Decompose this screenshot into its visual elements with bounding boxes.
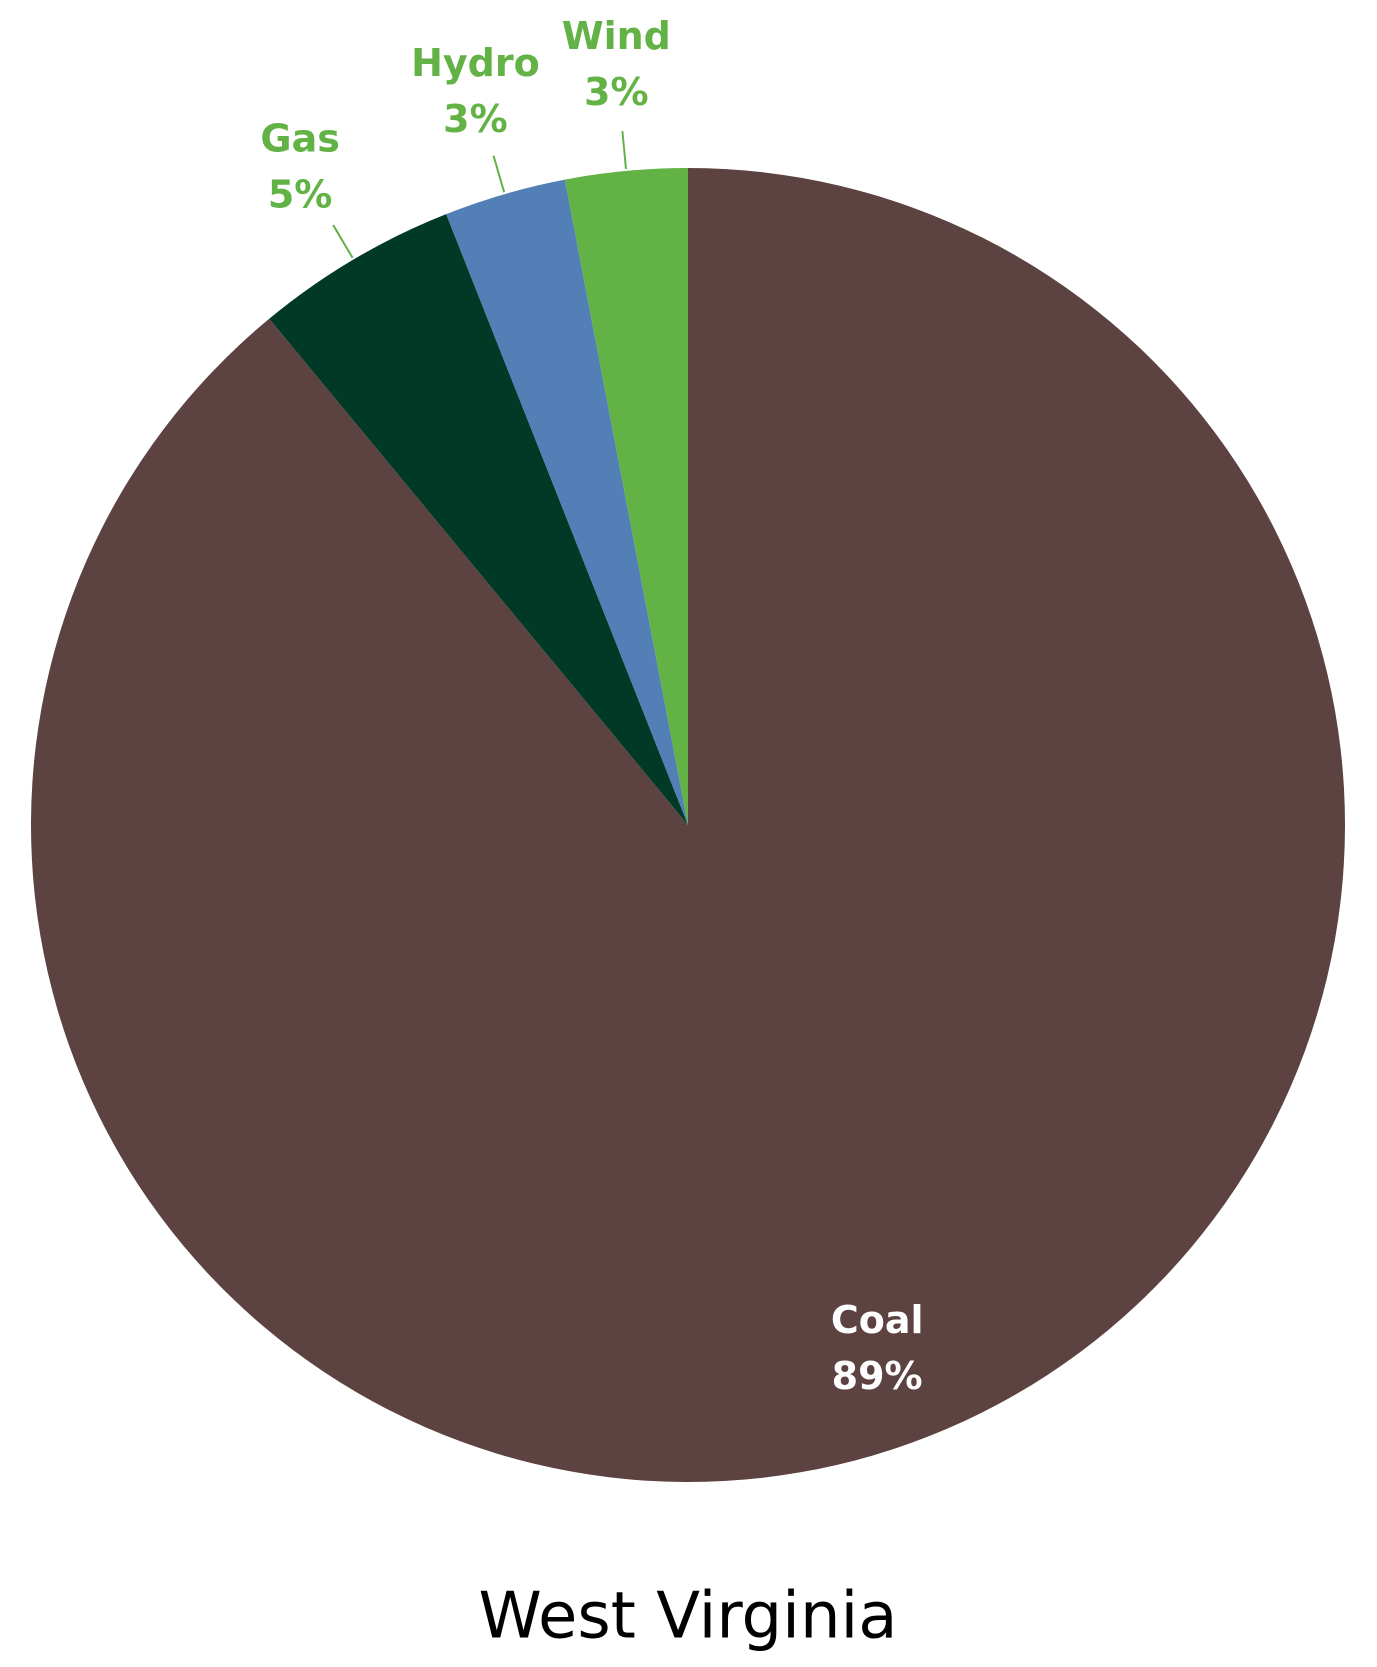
leader-line xyxy=(621,130,627,170)
slice-label: Coal xyxy=(831,1298,924,1342)
leader-line xyxy=(492,155,506,193)
pie-slice xyxy=(564,168,688,825)
slice-label: Hydro xyxy=(411,41,540,85)
slice-value-label: 89% xyxy=(832,1354,923,1398)
slice-value-label: 3% xyxy=(443,97,508,141)
chart-title: West Virginia xyxy=(479,1580,898,1654)
pie-slice xyxy=(269,214,688,826)
pie-slice xyxy=(31,168,1346,1482)
leader-line xyxy=(332,224,354,259)
slice-value-label: 5% xyxy=(268,173,333,217)
pie-slice xyxy=(446,179,688,826)
slice-label: Gas xyxy=(260,117,339,161)
slice-label: Wind xyxy=(562,14,671,58)
slice-value-label: 3% xyxy=(584,70,649,114)
